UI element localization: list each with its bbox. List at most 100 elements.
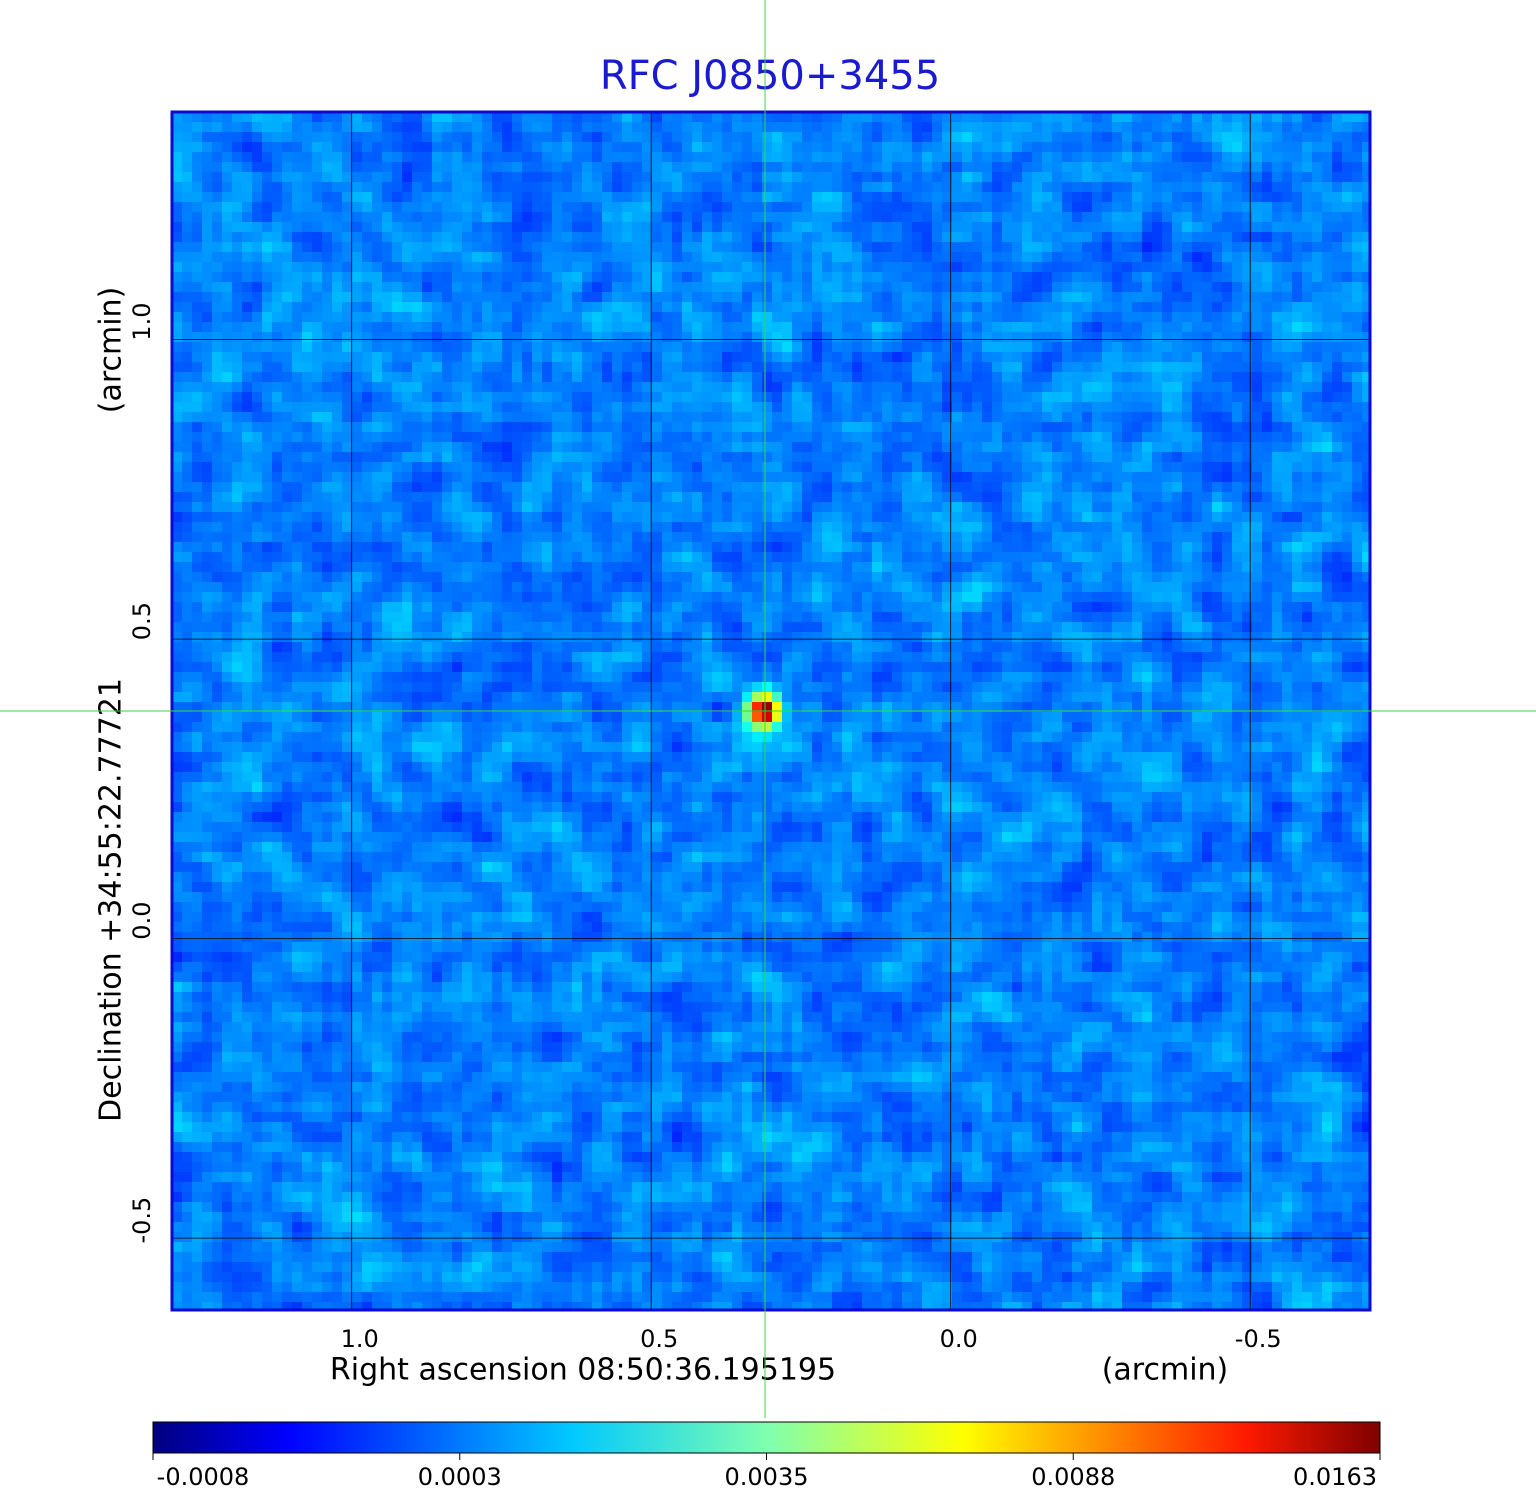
pixel <box>1292 472 1303 483</box>
pixel <box>1232 362 1243 373</box>
pixel <box>1182 192 1193 203</box>
pixel <box>1262 492 1273 503</box>
pixel <box>1192 472 1203 483</box>
pixel <box>1252 342 1263 353</box>
pixel <box>502 282 513 293</box>
pixel <box>632 432 643 443</box>
pixel <box>622 372 633 383</box>
pixel <box>1242 502 1253 513</box>
pixel <box>1332 132 1343 143</box>
pixel <box>732 432 743 443</box>
pixel <box>432 372 443 383</box>
pixel <box>642 202 653 213</box>
pixel <box>432 362 443 373</box>
pixel <box>192 162 203 173</box>
pixel <box>1252 422 1263 433</box>
pixel <box>602 112 613 123</box>
pixel <box>802 122 813 133</box>
pixel <box>1262 462 1273 473</box>
pixel <box>882 452 893 463</box>
pixel <box>512 222 523 233</box>
pixel <box>772 262 783 273</box>
pixel <box>1072 212 1083 223</box>
pixel <box>1292 232 1303 243</box>
pixel <box>702 432 713 443</box>
pixel <box>982 162 993 173</box>
pixel <box>1362 452 1371 463</box>
pixel <box>712 412 723 423</box>
pixel <box>362 352 373 363</box>
pixel <box>1162 182 1173 193</box>
pixel <box>1302 452 1313 463</box>
pixel <box>962 502 973 513</box>
pixel <box>1092 442 1103 453</box>
pixel <box>912 462 923 473</box>
pixel <box>482 482 493 493</box>
pixel <box>462 372 473 383</box>
pixel <box>782 512 793 523</box>
pixel <box>1292 202 1303 213</box>
pixel <box>1252 392 1263 403</box>
pixel <box>792 322 803 333</box>
pixel <box>1352 122 1363 133</box>
pixel <box>1352 512 1363 523</box>
pixel <box>192 272 203 283</box>
pixel <box>602 442 613 453</box>
pixel <box>1162 352 1173 363</box>
pixel <box>502 212 513 223</box>
pixel <box>502 122 513 133</box>
pixel <box>1222 492 1233 503</box>
pixel <box>872 492 883 503</box>
pixel <box>212 482 223 493</box>
pixel <box>272 242 283 253</box>
pixel <box>392 452 403 463</box>
pixel <box>522 352 533 363</box>
pixel <box>312 152 323 163</box>
pixel <box>1152 262 1163 273</box>
pixel <box>1262 172 1273 183</box>
pixel <box>682 322 693 333</box>
pixel <box>582 412 593 423</box>
pixel <box>1362 212 1371 223</box>
pixel <box>882 282 893 293</box>
pixel <box>242 182 253 193</box>
pixel <box>1012 512 1023 523</box>
pixel <box>1342 462 1353 473</box>
pixel <box>1252 382 1263 393</box>
pixel <box>1182 502 1193 513</box>
pixel <box>322 342 333 353</box>
pixel <box>382 222 393 233</box>
pixel <box>842 192 853 203</box>
pixel <box>472 182 483 193</box>
pixel <box>202 132 213 143</box>
pixel <box>372 362 383 373</box>
pixel <box>592 412 603 423</box>
pixel <box>1342 352 1353 363</box>
pixel <box>772 142 783 153</box>
pixel <box>222 122 233 133</box>
pixel <box>1362 252 1371 263</box>
pixel <box>1332 352 1343 363</box>
pixel <box>442 362 453 373</box>
pixel <box>482 472 493 483</box>
pixel <box>842 212 853 223</box>
pixel <box>672 122 683 133</box>
pixel <box>942 422 953 433</box>
pixel <box>202 402 213 413</box>
pixel <box>302 402 313 413</box>
pixel <box>592 442 603 453</box>
pixel <box>372 192 383 203</box>
pixel <box>782 422 793 433</box>
pixel <box>762 142 773 153</box>
pixel <box>572 272 583 283</box>
pixel <box>1002 302 1013 313</box>
pixel <box>292 412 303 423</box>
pixel <box>562 142 573 153</box>
pixel <box>392 342 403 353</box>
pixel <box>432 302 443 313</box>
pixel <box>932 332 943 343</box>
pixel <box>582 112 593 123</box>
pixel <box>412 312 423 323</box>
pixel <box>872 462 883 473</box>
pixel <box>892 252 903 263</box>
